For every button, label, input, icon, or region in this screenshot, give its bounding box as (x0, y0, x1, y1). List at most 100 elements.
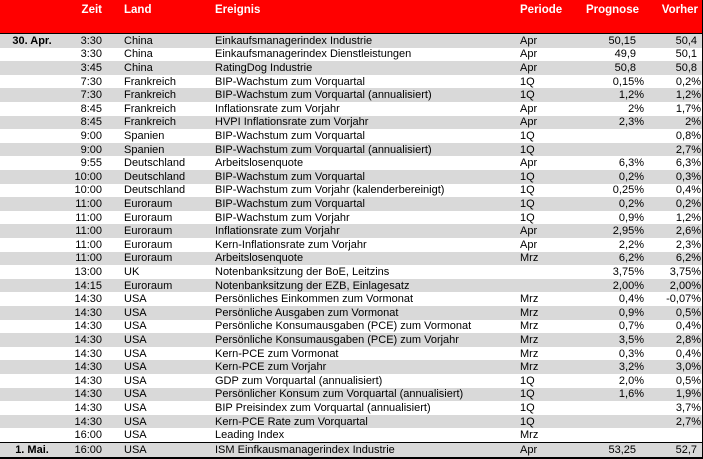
table-row: 14:30 USA Kern-PCE zum Vormonat Mrz 0,3% 0,4% (0, 346, 702, 361)
table-row-day-start: 1. Mai. 16:00 USA ISM Einfkausmanagerindex … (0, 441, 702, 457)
cell-periode: Apr (519, 33, 574, 48)
cell-zeit: 14:30 (64, 346, 104, 361)
cell-date (0, 210, 64, 225)
cell-periode: Apr (519, 47, 574, 62)
cell-date (0, 265, 64, 279)
cell-date (0, 224, 64, 238)
cell-date (0, 197, 64, 211)
cell-land: USA (104, 360, 214, 374)
cell-vorher: 50,1 (644, 47, 702, 62)
cell-prognose: 0,15% (574, 74, 644, 89)
cell-periode: Mrz (519, 428, 574, 443)
cell-periode: Apr (519, 115, 574, 130)
table-row: 14:30 USA Persönlicher Konsum zum Vorquart… (0, 387, 702, 402)
cell-date (0, 319, 64, 334)
cell-vorher: 0,4% (644, 183, 702, 198)
cell-prognose: 2,3% (574, 115, 644, 130)
cell-vorher: 52,7 (644, 441, 702, 457)
cell-zeit: 11:00 (64, 197, 104, 211)
cell-date (0, 292, 64, 306)
cell-vorher: 0,5% (644, 305, 702, 320)
cell-land: China (104, 33, 214, 48)
cell-vorher: 0,2% (644, 74, 702, 89)
cell-zeit: 14:30 (64, 387, 104, 402)
cell-land: Frankreich (104, 102, 214, 116)
cell-zeit: 10:00 (64, 170, 104, 184)
cell-land: USA (104, 414, 214, 429)
cell-periode: Mrz (519, 333, 574, 347)
cell-land: Euroraum (104, 237, 214, 252)
cell-periode: Mrz (519, 251, 574, 266)
cell-date (0, 88, 64, 103)
cell-ereignis: BIP-Wachstum zum Vorjahr (214, 210, 519, 225)
cell-prognose: 2,0% (574, 373, 644, 388)
cell-vorher: 0,3% (644, 170, 702, 184)
table-row: 3:30 China Einkaufsmanagerindex Dienstleis… (0, 47, 702, 62)
date-label: 30. Apr. (0, 33, 64, 48)
column-header-zeit: Zeit (64, 0, 104, 34)
cell-zeit: 14:15 (64, 278, 104, 293)
cell-ereignis: Persönliche Konsumausgaben (PCE) zum Vor… (214, 333, 519, 347)
cell-land: Euroraum (104, 210, 214, 225)
cell-land: China (104, 47, 214, 62)
table-body: 30. Apr. 3:30 China Einkaufsmanagerindex In… (0, 33, 702, 457)
cell-periode: 1Q (519, 74, 574, 89)
cell-prognose (574, 142, 644, 157)
cell-date (0, 414, 64, 429)
table-row: 11:00 Euroraum Arbeitslosenquote Mrz 6,2% 6,2… (0, 251, 702, 266)
cell-zeit: 11:00 (64, 224, 104, 238)
column-header-ereignis: Ereignis (214, 0, 519, 34)
cell-land: USA (104, 319, 214, 334)
cell-ereignis: Leading Index (214, 428, 519, 443)
cell-date (0, 142, 64, 157)
cell-zeit: 14:30 (64, 292, 104, 306)
cell-ereignis: Inflationsrate zum Vorjahr (214, 102, 519, 116)
cell-prognose: 6,3% (574, 156, 644, 171)
cell-land: Spanien (104, 129, 214, 143)
table-row: 7:30 Frankreich BIP-Wachstum zum Vorquarta… (0, 88, 702, 103)
table-row: 9:55 Deutschland Arbeitslosenquote Apr 6,3% 6… (0, 156, 702, 171)
cell-land: Deutschland (104, 156, 214, 171)
cell-land: Frankreich (104, 74, 214, 89)
cell-periode (519, 278, 574, 293)
cell-ereignis: BIP-Wachstum zum Vorquartal (214, 197, 519, 211)
cell-zeit: 16:00 (64, 441, 104, 457)
cell-vorher: 1,9% (644, 387, 702, 402)
cell-date (0, 237, 64, 252)
cell-zeit: 7:30 (64, 88, 104, 103)
cell-periode: Apr (519, 102, 574, 116)
cell-prognose: 6,2% (574, 251, 644, 266)
cell-land: Euroraum (104, 251, 214, 266)
cell-prognose: 0,2% (574, 170, 644, 184)
table-row: 14:30 USA Kern-PCE Rate zum Vorquartal 1Q 2,… (0, 414, 702, 429)
column-header-date (0, 0, 64, 34)
cell-vorher: 50,4 (644, 33, 702, 48)
cell-zeit: 3:30 (64, 33, 104, 48)
cell-vorher: 1,2% (644, 88, 702, 103)
cell-periode: 1Q (519, 401, 574, 415)
cell-ereignis: Einkaufsmanagerindex Industrie (214, 33, 519, 48)
cell-zeit: 16:00 (64, 428, 104, 443)
cell-date (0, 387, 64, 402)
cell-ereignis: Persönliches Einkommen zum Vormonat (214, 292, 519, 306)
cell-periode: Mrz (519, 305, 574, 320)
cell-date (0, 401, 64, 415)
cell-date (0, 333, 64, 347)
cell-periode: Mrz (519, 360, 574, 374)
table-row: 3:45 China RatingDog Industrie Apr 50,8 50,8 (0, 61, 702, 75)
header-row: Zeit Land Ereignis Periode Prognose Vorh… (0, 0, 702, 34)
cell-prognose (574, 401, 644, 415)
cell-land: UK (104, 265, 214, 279)
cell-ereignis: Kern-Inflationsrate zum Vorjahr (214, 237, 519, 252)
table-row: 14:30 USA Persönliche Konsumausgaben (PCE)… (0, 319, 702, 334)
cell-vorher: 3,0% (644, 360, 702, 374)
cell-land: USA (104, 292, 214, 306)
cell-zeit: 9:00 (64, 129, 104, 143)
cell-date (0, 251, 64, 266)
cell-prognose: 50,8 (574, 61, 644, 75)
cell-vorher: 0,2% (644, 197, 702, 211)
cell-periode: 1Q (519, 183, 574, 198)
cell-ereignis: ISM Einfkausmanagerindex Industrie (214, 441, 519, 457)
table-row: 14:30 USA Persönliches Einkommen zum Vormo… (0, 292, 702, 306)
